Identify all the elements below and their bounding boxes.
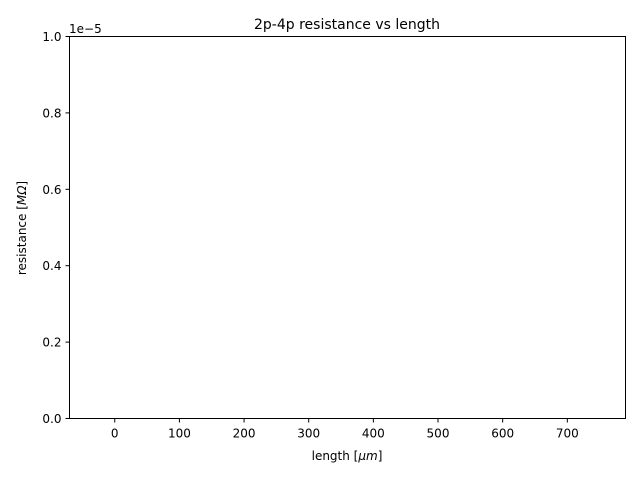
x-tick-label: 600 — [491, 427, 514, 441]
x-tick-label: 500 — [427, 427, 450, 441]
y-tick-label: 0.4 — [42, 259, 61, 273]
plot-area — [69, 36, 626, 419]
y-tick-label: 0.6 — [42, 183, 61, 197]
x-tick-label: 200 — [233, 427, 256, 441]
x-tick-label: 700 — [556, 427, 579, 441]
y-tick-label: 0.8 — [42, 106, 61, 120]
y-axis-label: resistance [MΩ] — [15, 181, 29, 275]
y-tick-label: 1.0 — [42, 30, 61, 44]
chart-title: 2p-4p resistance vs length — [254, 17, 440, 33]
x-axis-ticks: 0 100 200 300 400 500 600 700 — [111, 418, 579, 441]
x-tick-label: 100 — [168, 427, 191, 441]
y-axis-ticks: 0.0 0.2 0.4 0.6 0.8 1.0 — [42, 30, 70, 426]
x-tick-label: 0 — [111, 427, 119, 441]
x-axis-label: length [μm] — [312, 449, 383, 463]
x-tick-label: 300 — [297, 427, 320, 441]
y-tick-label: 0.2 — [42, 336, 61, 350]
y-tick-label: 0.0 — [42, 412, 61, 426]
y-offset-text: 1e−5 — [69, 22, 102, 36]
x-tick-label: 400 — [362, 427, 385, 441]
